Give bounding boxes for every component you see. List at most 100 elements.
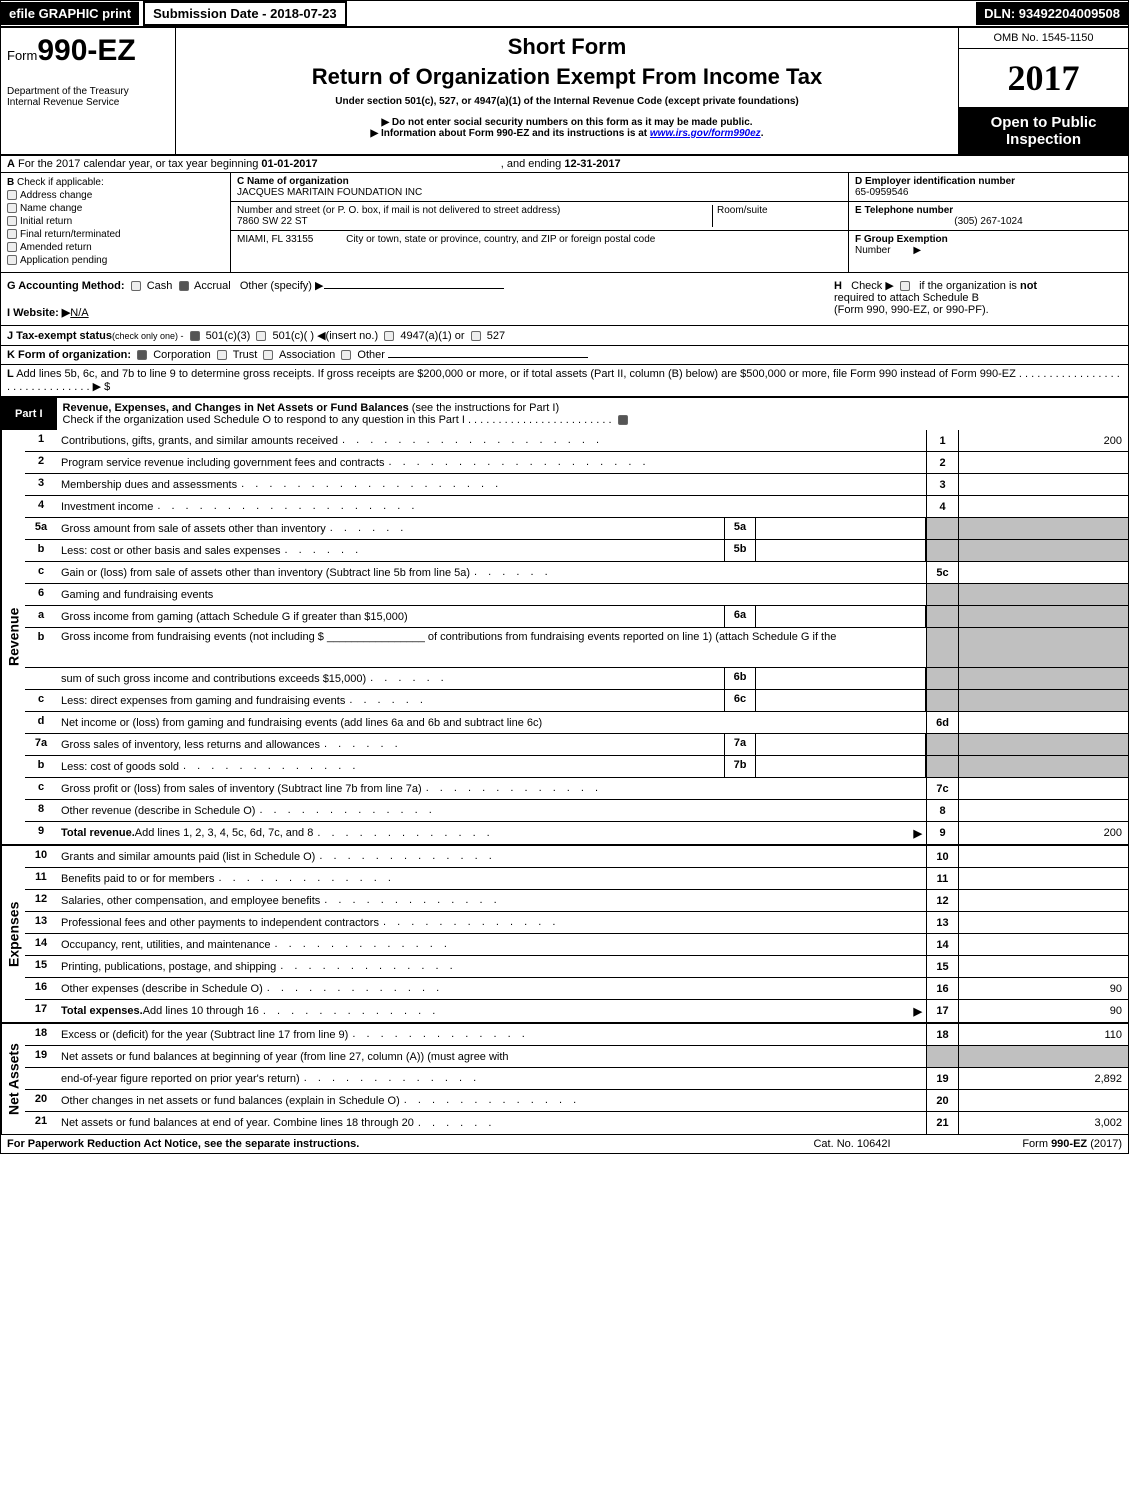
- checkbox-icon: [7, 203, 17, 213]
- tax-year-end: 12-31-2017: [564, 158, 620, 170]
- line-6b-part1: b Gross income from fundraising events (…: [25, 628, 1128, 668]
- line-21: 21 Net assets or fund balances at end of…: [25, 1112, 1128, 1134]
- line-6c-value: [756, 690, 926, 711]
- checkbox-icon[interactable]: [471, 331, 481, 341]
- netassets-side-label: Net Assets: [1, 1024, 25, 1134]
- info-prefix: ▶ Information about Form 990-EZ and its …: [371, 128, 650, 139]
- info-line: ▶ Information about Form 990-EZ and its …: [182, 128, 952, 139]
- checkbox-icon[interactable]: [190, 331, 200, 341]
- section-b: B Check if applicable: Address change Na…: [1, 173, 231, 272]
- line-5c: c Gain or (loss) from sale of assets oth…: [25, 562, 1128, 584]
- cb-final-return[interactable]: Final return/terminated: [7, 229, 224, 240]
- h-label: H: [834, 280, 842, 292]
- line-7a: 7a Gross sales of inventory, less return…: [25, 734, 1128, 756]
- dln: DLN: 93492204009508: [976, 2, 1128, 25]
- checkbox-icon[interactable]: [341, 350, 351, 360]
- section-b-label: B: [7, 177, 14, 188]
- c-address-row: Number and street (or P. O. box, if mail…: [231, 202, 848, 231]
- form-footer: For Paperwork Reduction Act Notice, see …: [1, 1134, 1128, 1153]
- part1-header: Part I Revenue, Expenses, and Changes in…: [1, 397, 1128, 430]
- part1-check-line: Check if the organization used Schedule …: [63, 414, 465, 426]
- line-16: 16 Other expenses (describe in Schedule …: [25, 978, 1128, 1000]
- form-990ez: efile GRAPHIC print Submission Date - 20…: [0, 0, 1129, 1154]
- e-label: E Telephone number: [855, 205, 1122, 216]
- k-opt1: Corporation: [153, 349, 210, 361]
- h-text4: (Form 990, 990-EZ, or 990-PF).: [834, 304, 989, 316]
- omb-number: OMB No. 1545-1150: [959, 28, 1128, 49]
- checkbox-icon[interactable]: [618, 415, 628, 425]
- ein-value: 65-0959546: [855, 187, 1122, 198]
- line-8-value: [958, 800, 1128, 821]
- expenses-side-label: Expenses: [1, 846, 25, 1022]
- open-public-1: Open to Public: [961, 114, 1126, 131]
- line-10-value: [958, 846, 1128, 867]
- checkbox-icon[interactable]: [384, 331, 394, 341]
- line-5a: 5a Gross amount from sale of assets othe…: [25, 518, 1128, 540]
- check-if-label: Check if applicable:: [17, 177, 104, 188]
- cb-application-pending[interactable]: Application pending: [7, 255, 224, 266]
- c-city-row: MIAMI, FL 33155 City or town, state or p…: [231, 231, 848, 248]
- f-group-row: F Group Exemption Number ▶: [849, 231, 1128, 259]
- netassets-section: Net Assets 18 Excess or (deficit) for th…: [1, 1024, 1128, 1134]
- open-public-2: Inspection: [961, 131, 1126, 148]
- checkbox-icon[interactable]: [263, 350, 273, 360]
- radio-icon[interactable]: [179, 281, 189, 291]
- form-header: Form990-EZ Department of the Treasury In…: [1, 28, 1128, 156]
- part1-title: Revenue, Expenses, and Changes in Net As…: [63, 402, 409, 414]
- cb-amended-return[interactable]: Amended return: [7, 242, 224, 253]
- checkbox-icon: [7, 255, 17, 265]
- city-label: City or town, state or province, country…: [346, 234, 655, 245]
- header-right: OMB No. 1545-1150 2017 Open to Public In…: [958, 28, 1128, 154]
- g-cash: Cash: [147, 280, 173, 292]
- submission-date: Submission Date - 2018-07-23: [143, 1, 347, 26]
- expenses-body: 10 Grants and similar amounts paid (list…: [25, 846, 1128, 1022]
- tax-year: 2017: [959, 49, 1128, 108]
- line-12: 12 Salaries, other compensation, and emp…: [25, 890, 1128, 912]
- revenue-body: 1 Contributions, gifts, grants, and simi…: [25, 430, 1128, 844]
- g-accrual: Accrual: [194, 280, 231, 292]
- checkbox-icon[interactable]: [900, 281, 910, 291]
- line-6c: c Less: direct expenses from gaming and …: [25, 690, 1128, 712]
- info-url[interactable]: www.irs.gov/form990ez: [650, 128, 761, 139]
- l-label: L: [7, 368, 14, 380]
- line-19-value: 2,892: [958, 1068, 1128, 1089]
- room-label: Room/suite: [717, 205, 768, 216]
- j-opt2: 501(c)( ) ◀(insert no.): [272, 330, 378, 342]
- efile-label: efile GRAPHIC print: [1, 2, 139, 25]
- d-ein-row: D Employer identification number 65-0959…: [849, 173, 1128, 202]
- line-20-value: [958, 1090, 1128, 1111]
- g-label: G Accounting Method:: [7, 280, 125, 292]
- line-5b: b Less: cost or other basis and sales ex…: [25, 540, 1128, 562]
- k-opt3: Association: [279, 349, 335, 361]
- cb-name-change[interactable]: Name change: [7, 203, 224, 214]
- checkbox-icon[interactable]: [217, 350, 227, 360]
- line-20: 20 Other changes in net assets or fund b…: [25, 1090, 1128, 1112]
- netassets-body: 18 Excess or (deficit) for the year (Sub…: [25, 1024, 1128, 1134]
- section-g: G Accounting Method: Cash Accrual Other …: [1, 273, 828, 325]
- expenses-section: Expenses 10 Grants and similar amounts p…: [1, 846, 1128, 1024]
- line-17-value: 90: [958, 1000, 1128, 1022]
- cb-initial-return[interactable]: Initial return: [7, 216, 224, 227]
- top-bar: efile GRAPHIC print Submission Date - 20…: [1, 1, 1128, 28]
- section-gh: G Accounting Method: Cash Accrual Other …: [1, 273, 1128, 326]
- donot-line: ▶ Do not enter social security numbers o…: [182, 117, 952, 128]
- line-9-value: 200: [958, 822, 1128, 844]
- g-other: Other (specify) ▶: [240, 280, 324, 292]
- line-14: 14 Occupancy, rent, utilities, and maint…: [25, 934, 1128, 956]
- form-prefix: Form: [7, 48, 37, 63]
- c-name-row: C Name of organization JACQUES MARITAIN …: [231, 173, 848, 202]
- line-4: 4 Investment income. . . . . . . . . . .…: [25, 496, 1128, 518]
- phone-value: (305) 267-1024: [855, 216, 1122, 227]
- checkbox-icon[interactable]: [137, 350, 147, 360]
- line-6: 6 Gaming and fundraising events: [25, 584, 1128, 606]
- radio-icon[interactable]: [131, 281, 141, 291]
- checkbox-icon[interactable]: [256, 331, 266, 341]
- line-11-value: [958, 868, 1128, 889]
- checkbox-icon: [7, 242, 17, 252]
- line-6a: a Gross income from gaming (attach Sched…: [25, 606, 1128, 628]
- line-3: 3 Membership dues and assessments. . . .…: [25, 474, 1128, 496]
- cb-address-change[interactable]: Address change: [7, 190, 224, 201]
- line-7c: c Gross profit or (loss) from sales of i…: [25, 778, 1128, 800]
- f-label2: Number: [855, 245, 891, 256]
- line-4-value: [958, 496, 1128, 517]
